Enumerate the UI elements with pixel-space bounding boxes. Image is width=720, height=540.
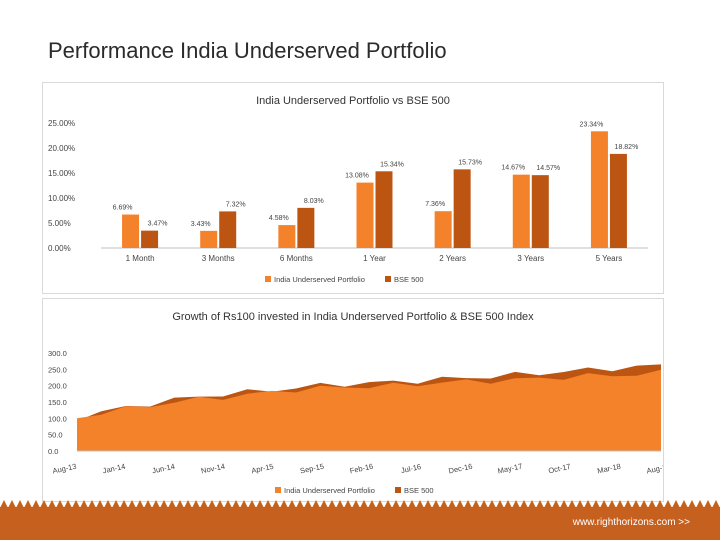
x-tick-label: Nov-14 — [200, 462, 226, 476]
bar-data-label: 3.47% — [148, 221, 168, 228]
bar-data-label: 3.43% — [191, 221, 211, 228]
y-tick-label: 15.00% — [48, 169, 75, 178]
bar-data-label: 6.69% — [113, 205, 133, 212]
x-tick-label: 3 Months — [202, 254, 235, 263]
area-chart-title: Growth of Rs100 invested in India Unders… — [172, 311, 534, 323]
legend-label: India Underserved Portfolio — [274, 275, 365, 284]
x-tick-label: Jul-16 — [400, 462, 422, 475]
x-tick-label: 5 Years — [596, 254, 623, 263]
y-tick-label: 0.0 — [48, 447, 58, 456]
y-tick-label: 200.0 — [48, 382, 67, 391]
legend-label: BSE 500 — [394, 275, 424, 284]
bar-portfolio — [200, 230, 218, 248]
bar-data-label: 14.67% — [501, 165, 525, 172]
x-tick-label: Feb-16 — [349, 462, 374, 476]
x-tick-label: 6 Months — [280, 254, 313, 263]
legend-swatch — [265, 276, 271, 282]
y-tick-label: 100.0 — [48, 414, 67, 423]
bar-chart-svg: India Underserved Portfolio vs BSE 500 0.… — [48, 95, 648, 284]
y-tick-label: 250.0 — [48, 365, 67, 374]
x-tick-label: Aug-13 — [52, 462, 78, 476]
bar-portfolio — [434, 211, 452, 248]
slide-title: Performance India Underserved Portfolio — [48, 38, 447, 63]
bar-bse500 — [141, 230, 159, 248]
x-tick-label: Aug-18 — [646, 462, 663, 476]
legend-swatch — [275, 487, 281, 493]
x-tick-label: Mar-18 — [596, 462, 621, 476]
y-tick-label: 5.00% — [48, 219, 71, 228]
bar-portfolio — [278, 225, 296, 248]
footer-url[interactable]: www.righthorizons.com >> — [572, 517, 690, 528]
bar-portfolio — [356, 182, 374, 248]
bar-bse500 — [453, 169, 471, 248]
area-portfolio — [77, 369, 661, 451]
legend-swatch — [385, 276, 391, 282]
bar-data-label: 8.03% — [304, 198, 324, 205]
bar-bse500 — [219, 211, 237, 248]
bar-data-label: 13.08% — [345, 173, 369, 180]
bar-data-label: 4.58% — [269, 215, 289, 222]
bar-data-label: 14.57% — [536, 165, 560, 172]
bar-portfolio — [590, 131, 608, 248]
bar-bse500 — [609, 153, 627, 248]
bar-portfolio — [512, 174, 530, 248]
bar-bse500 — [375, 171, 393, 248]
x-tick-label: Oct-17 — [548, 462, 572, 475]
footer-zigzag — [0, 500, 720, 508]
y-tick-label: 150.0 — [48, 398, 67, 407]
footer-bar — [0, 507, 720, 540]
y-tick-label: 0.00% — [48, 244, 71, 253]
bar-data-label: 18.82% — [615, 144, 639, 151]
bar-data-label: 15.34% — [380, 161, 404, 168]
x-tick-label: Dec-16 — [448, 462, 474, 476]
legend-label: India Underserved Portfolio — [284, 486, 375, 495]
x-tick-label: Sep-15 — [299, 462, 325, 476]
x-tick-label: May-17 — [497, 462, 523, 476]
bar-chart-title: India Underserved Portfolio vs BSE 500 — [256, 95, 450, 107]
x-tick-label: Jun-14 — [151, 462, 175, 476]
x-tick-label: 2 Years — [439, 254, 466, 263]
returns-bar-chart: India Underserved Portfolio vs BSE 500 0.… — [42, 82, 664, 294]
bar-data-label: 7.32% — [226, 201, 246, 208]
x-tick-label: 1 Year — [363, 254, 386, 263]
growth-area-chart: Growth of Rs100 invested in India Unders… — [42, 298, 671, 502]
bar-data-label: 15.73% — [458, 159, 482, 166]
area-chart-svg: Growth of Rs100 invested in India Unders… — [48, 311, 671, 495]
x-tick-label: 3 Years — [517, 254, 544, 263]
y-tick-label: 300.0 — [48, 349, 67, 358]
bar-bse500 — [297, 207, 315, 248]
y-tick-label: 20.00% — [48, 144, 75, 153]
x-tick-label: 1 Month — [126, 254, 155, 263]
x-tick-label: Jan-14 — [102, 462, 126, 476]
bar-bse500 — [531, 175, 549, 248]
y-tick-label: 50.0 — [48, 431, 63, 440]
y-tick-label: 10.00% — [48, 194, 75, 203]
legend-label: BSE 500 — [404, 486, 434, 495]
bar-data-label: 7.36% — [425, 201, 445, 208]
y-tick-label: 25.00% — [48, 119, 75, 128]
bar-portfolio — [122, 214, 140, 248]
legend-swatch — [395, 487, 401, 493]
bar-data-label: 23.34% — [580, 121, 604, 128]
x-tick-label: Apr-15 — [251, 462, 275, 475]
